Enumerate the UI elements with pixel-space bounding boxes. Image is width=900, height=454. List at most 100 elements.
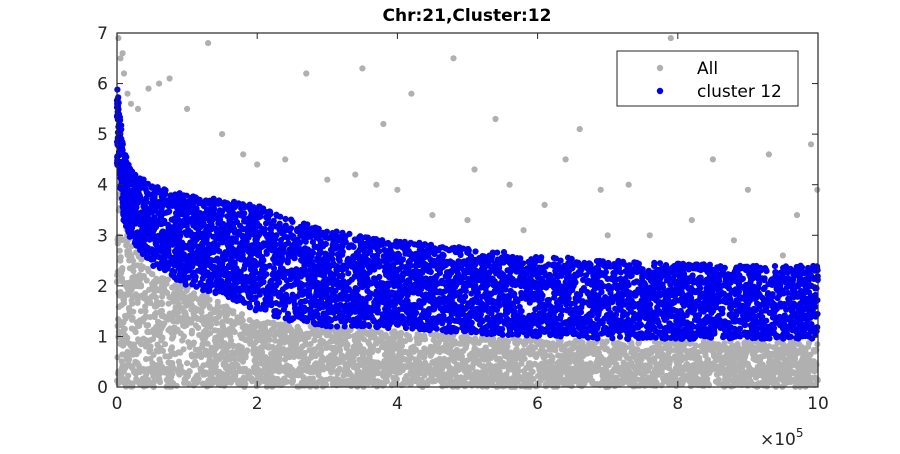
all-point: [150, 378, 157, 386]
all-point: [795, 349, 802, 356]
cluster-point: [282, 215, 289, 223]
all-point: [235, 350, 242, 357]
all-point: [436, 359, 444, 366]
all-point: [248, 325, 255, 332]
all-point: [317, 365, 324, 372]
all-point: [161, 314, 168, 321]
all-point: [344, 342, 351, 349]
all-point: [487, 337, 494, 344]
all-point: [667, 371, 674, 378]
all-point: [474, 347, 481, 354]
all-point: [240, 335, 247, 342]
all-point: [690, 364, 697, 371]
all-point: [275, 357, 282, 364]
all-point: [310, 346, 317, 353]
all-point: [491, 352, 498, 359]
all-point: [611, 349, 618, 356]
all-outlier-point: [166, 75, 173, 82]
all-point: [203, 350, 210, 357]
all-point: [396, 332, 404, 339]
all-point: [278, 366, 286, 373]
all-point: [729, 377, 736, 384]
all-point: [616, 354, 623, 361]
all-point: [595, 365, 602, 372]
all-point: [405, 377, 412, 384]
all-point: [361, 380, 368, 387]
series-all-points: [113, 35, 821, 391]
all-point: [686, 369, 693, 376]
all-point: [653, 360, 660, 368]
all-point: [741, 344, 749, 351]
all-point: [188, 306, 195, 313]
all-point: [312, 380, 319, 387]
all-point: [194, 379, 201, 386]
all-point: [558, 376, 565, 383]
all-point: [396, 369, 403, 376]
all-point: [520, 368, 528, 375]
all-point: [142, 313, 149, 320]
all-point: [119, 237, 126, 244]
all-point: [620, 379, 627, 386]
all-point: [686, 348, 694, 355]
all-point: [586, 340, 593, 347]
all-outlier-point: [408, 90, 415, 97]
all-point: [125, 352, 132, 359]
all-point: [640, 378, 647, 385]
all-point: [449, 380, 457, 387]
all-outlier-point: [394, 186, 401, 193]
all-point: [529, 368, 536, 375]
all-point: [397, 342, 404, 349]
all-point: [522, 348, 529, 355]
all-outlier-point: [124, 90, 131, 97]
all-point: [431, 332, 438, 339]
all-point: [128, 341, 135, 348]
all-point: [197, 307, 204, 314]
all-point: [149, 336, 156, 343]
all-point: [459, 357, 466, 364]
all-point: [752, 346, 759, 354]
all-point: [215, 378, 222, 385]
all-point: [117, 257, 124, 264]
all-point: [137, 276, 144, 283]
all-point: [786, 356, 793, 363]
all-point: [222, 307, 229, 314]
all-point: [165, 300, 172, 307]
all-point: [213, 368, 220, 375]
all-point: [506, 365, 513, 372]
all-point: [581, 380, 588, 387]
all-point: [131, 273, 138, 280]
all-point: [202, 334, 209, 341]
all-point: [177, 330, 184, 337]
all-point: [471, 340, 478, 347]
all-point: [368, 328, 375, 335]
all-outlier-point: [688, 217, 695, 224]
all-point: [393, 380, 400, 387]
all-point: [770, 344, 777, 351]
all-point: [747, 367, 754, 374]
all-point: [337, 337, 344, 344]
chart-title: Chr:21,Cluster:12: [383, 6, 552, 26]
all-point: [117, 319, 124, 326]
all-point: [151, 313, 158, 321]
all-point: [181, 379, 188, 386]
all-outlier-point: [119, 50, 126, 57]
all-point: [659, 351, 666, 358]
all-point: [491, 367, 498, 374]
all-point: [623, 368, 630, 375]
all-point: [518, 360, 525, 367]
all-point: [120, 325, 128, 332]
all-point: [147, 347, 154, 354]
all-point: [143, 340, 150, 347]
all-point: [772, 380, 779, 387]
all-point: [319, 354, 326, 361]
all-point: [614, 339, 622, 347]
all-point: [153, 326, 160, 333]
all-point: [715, 368, 722, 375]
all-point: [174, 313, 181, 320]
all-point: [527, 337, 534, 345]
all-point: [255, 336, 262, 344]
all-outlier-point: [667, 35, 674, 42]
all-point: [136, 317, 144, 324]
all-point: [702, 348, 709, 355]
